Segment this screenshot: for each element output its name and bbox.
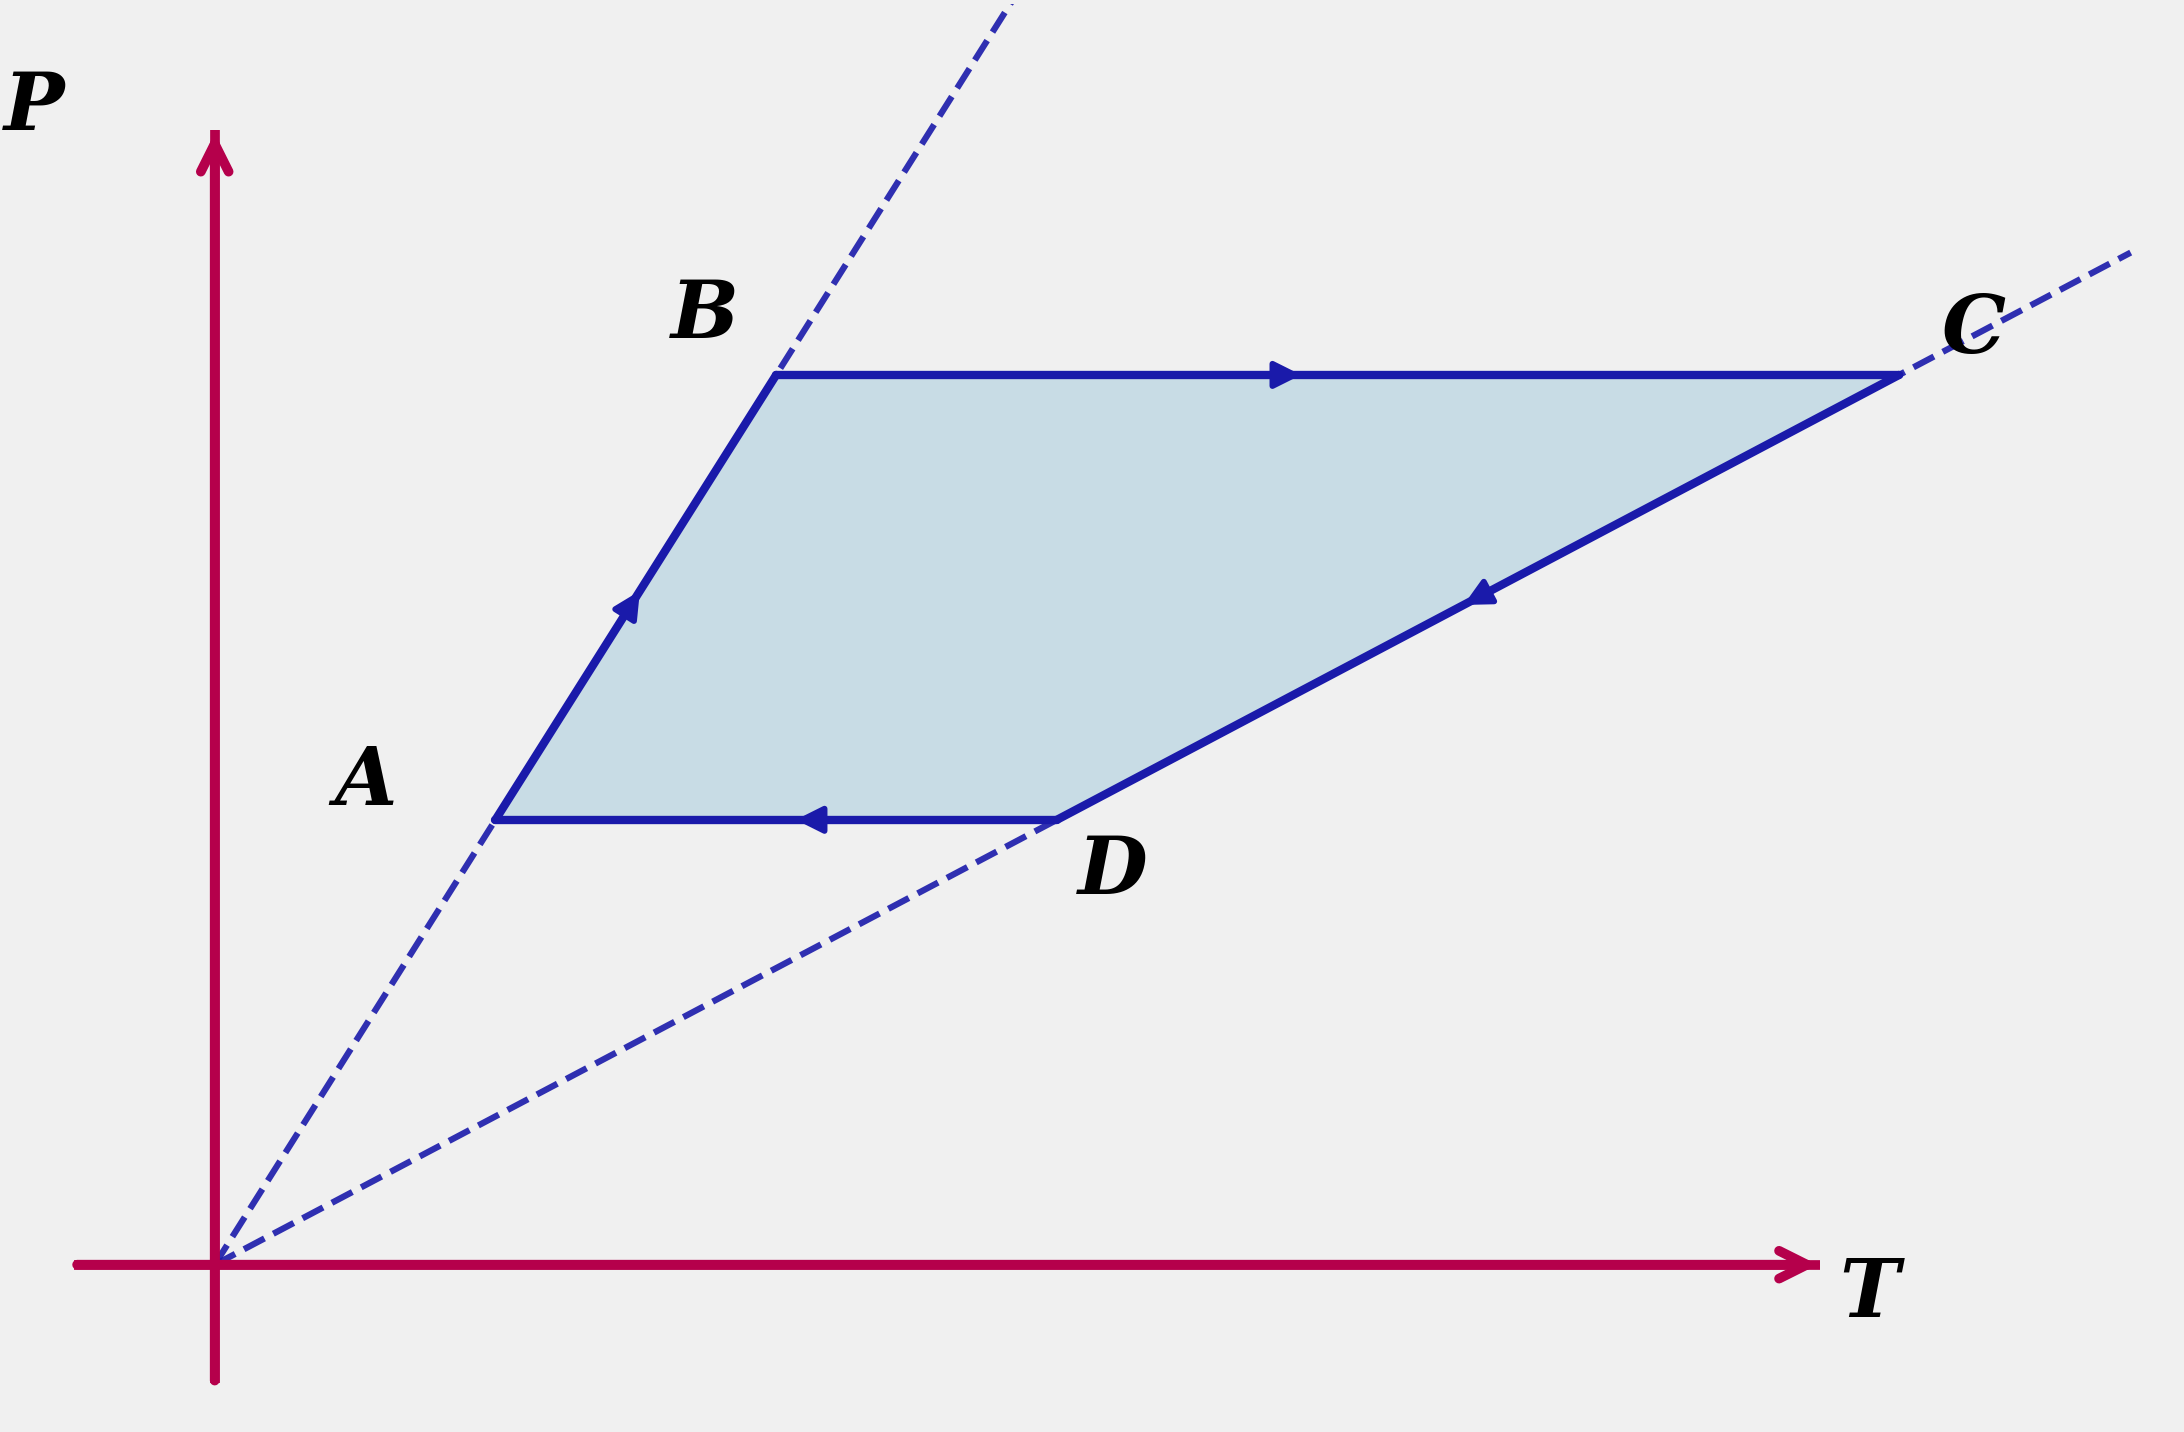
Polygon shape [496,375,1900,819]
Text: C: C [1942,292,2005,369]
Text: P: P [4,69,66,146]
Text: D: D [1079,833,1149,911]
Text: A: A [334,745,397,822]
Text: B: B [670,276,738,354]
Text: T: T [1839,1256,1898,1333]
